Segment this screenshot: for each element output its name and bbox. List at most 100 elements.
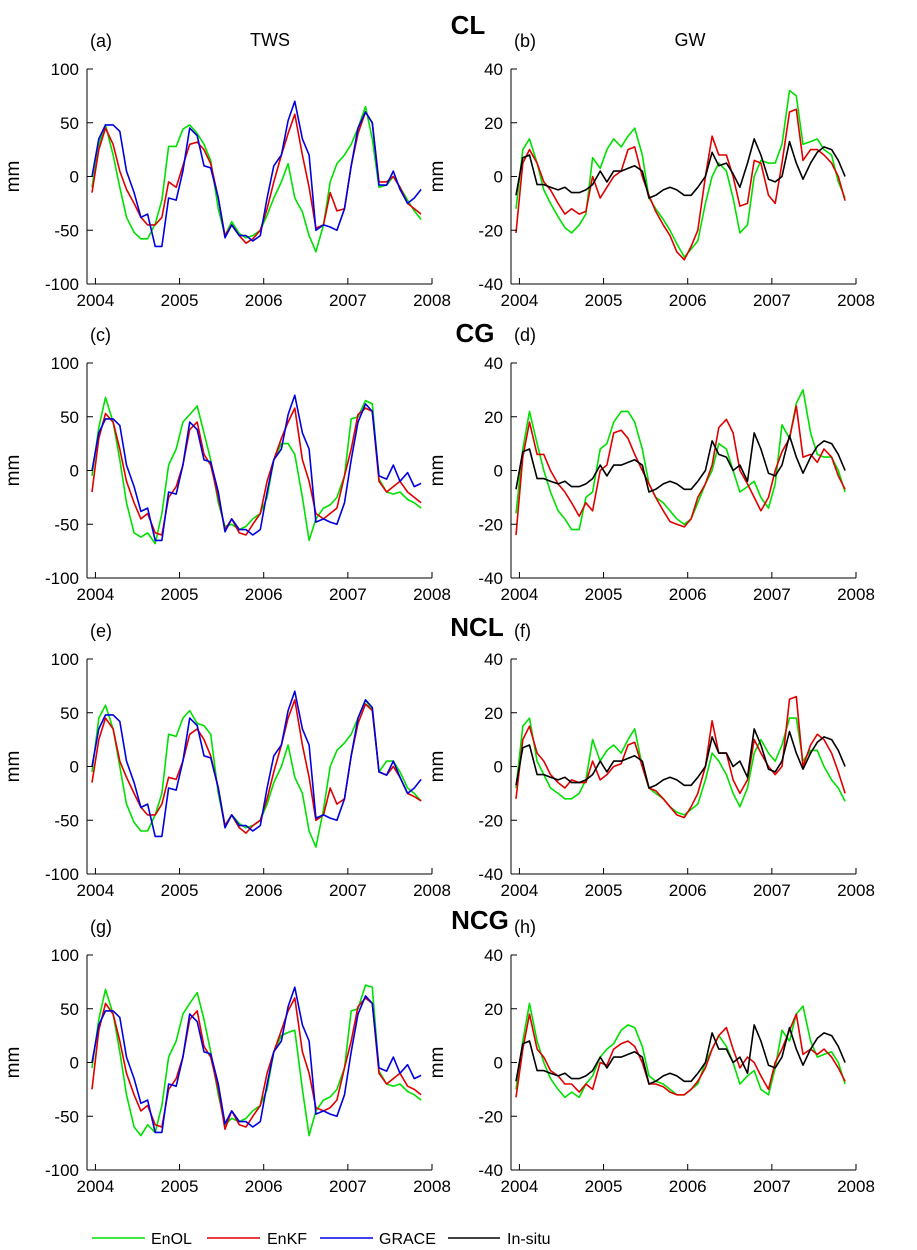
y-tick-label: -20 [478,515,503,534]
column-title-tws: TWS [250,30,290,50]
series-line-enol [91,984,422,1137]
series-line-enkf [515,108,846,261]
y-axis-label: mm [3,1047,24,1079]
y-tick-label: -40 [478,569,503,588]
series-line-in-situ [515,728,846,789]
x-tick-label: 2004 [77,291,115,310]
y-tick-label: 0 [70,758,79,777]
y-tick-label: 20 [484,1000,503,1019]
x-tick-label: 2006 [245,1177,283,1196]
x-tick-label: 2007 [329,1177,367,1196]
y-axis-label: mm [427,161,448,193]
y-tick-label: 100 [51,354,79,373]
x-tick-label: 2008 [413,291,451,310]
panel-label-c: (c) [90,325,111,345]
panel-label-h: (h) [514,917,536,937]
x-tick-label: 2005 [585,881,623,900]
y-tick-label: 0 [494,168,503,187]
x-tick-label: 2006 [245,585,283,604]
series-line-enkf [91,111,422,244]
y-tick-label: 0 [70,168,79,187]
y-tick-label: -20 [478,1107,503,1126]
y-tick-label: -50 [54,1107,79,1126]
y-tick-label: -20 [478,811,503,830]
y-tick-label: -100 [45,1161,79,1180]
row-title-cg: CG [456,318,495,348]
series-line-enkf [91,407,422,536]
y-tick-label: 20 [484,704,503,723]
x-tick-label: 2004 [77,585,115,604]
y-tick-label: 100 [51,946,79,965]
x-tick-label: 2008 [413,881,451,900]
x-tick-label: 2005 [585,585,623,604]
y-tick-label: 50 [60,114,79,133]
y-tick-label: 20 [484,114,503,133]
x-tick-label: 2008 [837,881,875,900]
y-tick-label: -50 [54,221,79,240]
x-tick-label: 2008 [837,1177,875,1196]
x-tick-label: 2007 [753,585,791,604]
y-tick-label: 40 [484,60,503,79]
row-title-cl: CL [451,10,486,40]
x-tick-label: 2004 [501,881,539,900]
y-tick-label: -100 [45,865,79,884]
x-tick-label: 2008 [413,585,451,604]
series-line-in-situ [515,432,846,493]
legend: EnOL EnKF GRACE In-situ [92,1231,551,1248]
series-line-enkf [91,997,422,1130]
panel-f: -40 -20 0 20 40 2004 2005 2006 2007 2008 mm (f) [427,621,875,900]
y-tick-label: -50 [54,811,79,830]
legend-label-enol: EnOL [151,1231,192,1248]
x-tick-label: 2006 [669,1177,707,1196]
y-axis-label: mm [3,455,24,487]
x-tick-label: 2004 [77,1177,115,1196]
y-tick-label: 40 [484,946,503,965]
x-tick-label: 2008 [837,585,875,604]
series-line-enkf [515,1013,846,1098]
x-tick-label: 2006 [669,585,707,604]
series-line-enkf [515,405,846,536]
series-line-enkf [91,699,422,834]
series-line-enol [91,699,422,848]
panel-d: -40 -20 0 20 40 2004 2005 2006 2007 2008 mm (d) [427,325,875,604]
panels-group: -100 -50 0 50 100 2004 2005 2006 2007 2008 mm (a) -4… [3,31,875,1196]
x-tick-label: 2005 [585,291,623,310]
series-line-grace [91,394,422,542]
panel-h: -40 -20 0 20 40 2004 2005 2006 2007 2008 mm (h) [427,917,875,1196]
x-tick-label: 2006 [245,291,283,310]
column-title-gw: GW [675,30,706,50]
legend-label-in-situ: In-situ [507,1231,551,1248]
x-tick-label: 2004 [501,1177,539,1196]
x-tick-label: 2005 [161,881,199,900]
y-tick-label: 0 [494,1054,503,1073]
x-tick-label: 2004 [501,291,539,310]
panel-label-e: (e) [90,621,112,641]
series-line-grace [91,100,422,248]
y-tick-label: -100 [45,569,79,588]
y-tick-label: -100 [45,275,79,294]
x-tick-label: 2005 [161,585,199,604]
y-axis-label: mm [427,751,448,783]
x-tick-label: 2007 [329,881,367,900]
x-tick-label: 2007 [329,585,367,604]
series-line-in-situ [515,1024,846,1085]
legend-label-enkf: EnKF [267,1231,307,1248]
row-title-ncl: NCL [450,612,504,642]
x-tick-label: 2006 [245,881,283,900]
x-tick-label: 2007 [753,881,791,900]
series-line-enol [515,89,846,258]
panel-label-d: (d) [514,325,536,345]
y-tick-label: 0 [494,758,503,777]
y-tick-label: 0 [70,462,79,481]
y-tick-label: 100 [51,60,79,79]
x-tick-label: 2007 [329,291,367,310]
x-tick-label: 2005 [161,291,199,310]
y-axis-label: mm [427,455,448,487]
x-tick-label: 2004 [501,585,539,604]
y-tick-label: -40 [478,1161,503,1180]
panel-b: -40 -20 0 20 40 2004 2005 2006 2007 2008 mm (b) [427,31,875,310]
y-tick-label: 40 [484,354,503,373]
x-tick-label: 2007 [753,291,791,310]
y-tick-label: 50 [60,408,79,427]
